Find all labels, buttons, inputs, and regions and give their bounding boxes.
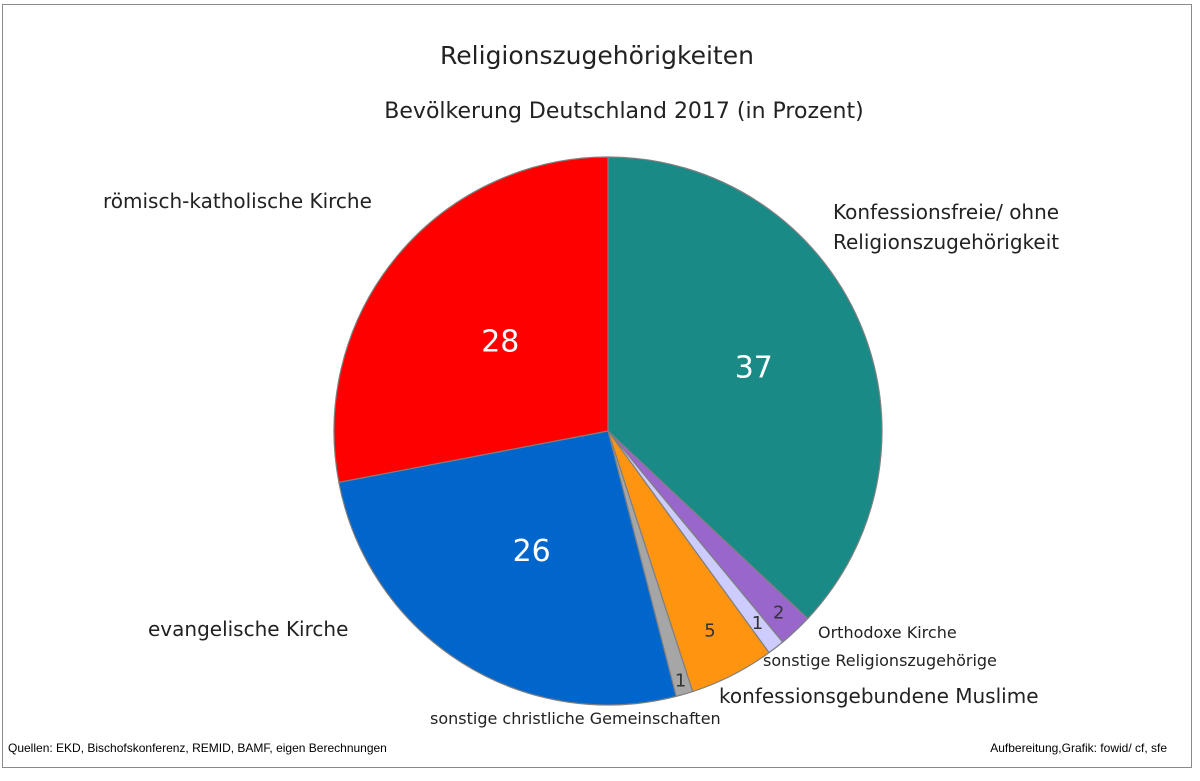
pie-slice-evangelische-kirche [338, 430, 677, 706]
value-label-roemisch-katholische-kirche: 28 [481, 324, 519, 359]
category-label-sonstige-religionszugehoerige: sonstige Religionszugehörige [763, 651, 997, 670]
pie-slice-konfessionsfreie-ohne-religionszugehoerigkeit [607, 156, 883, 620]
value-label-sonstige-christliche-gemeinschaften: 1 [675, 671, 686, 692]
chart-subtitle: Bevölkerung Deutschland 2017 (in Prozent… [384, 99, 863, 124]
category-label-sonstige-christliche-gemeinschaften: sonstige christliche Gemeinschaften [430, 709, 721, 728]
source-note: Quellen: EKD, Bischofskonferenz, REMID, … [8, 741, 387, 755]
credit-note: Aufbereitung,Grafik: fowid/ cf, sfe [990, 741, 1167, 755]
category-label-roemisch-katholische-kirche: römisch-katholische Kirche [103, 189, 372, 213]
value-label-orthodoxe-kirche: 2 [773, 602, 784, 623]
value-label-konfessionsgebundene-muslime: 5 [704, 621, 715, 642]
value-label-sonstige-religionszugehoerige: 1 [752, 613, 763, 634]
category-label-evangelische-kirche: evangelische Kirche [148, 617, 348, 641]
pie-slice-roemisch-katholische-kirche [333, 156, 609, 484]
value-label-evangelische-kirche: 26 [513, 534, 551, 569]
value-label-konfessionsfreie-ohne-religionszugehoerigkeit: 37 [735, 350, 773, 385]
category-label-konfessionsfreie-ohne-religionszugehoerigkeit: Konfessionsfreie/ ohne Religionszugehörig… [833, 200, 1059, 254]
chart-frame [2, 4, 1192, 768]
chart-title: Religionszugehörigkeiten [440, 41, 754, 70]
category-label-orthodoxe-kirche: Orthodoxe Kirche [818, 623, 957, 642]
category-label-konfessionsgebundene-muslime: konfessionsgebundene Muslime [719, 684, 1039, 708]
